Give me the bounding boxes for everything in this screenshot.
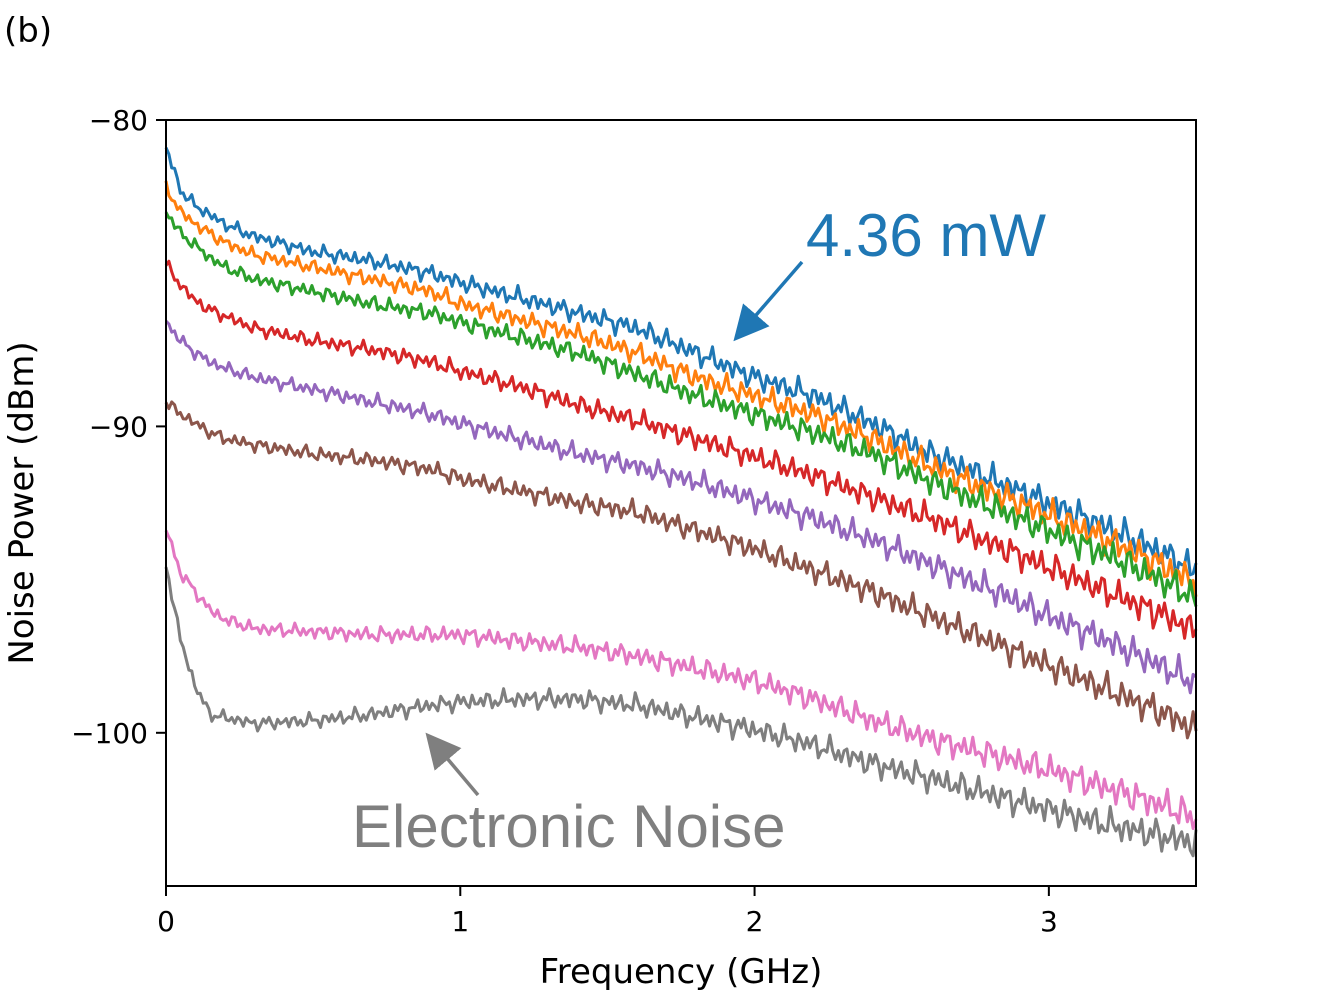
x-axis: 0 1 2 3 xyxy=(157,886,1058,938)
series-line-1 xyxy=(164,146,1198,580)
x-tick-label: 0 xyxy=(157,905,175,938)
power-annotation-arrow xyxy=(733,260,804,342)
y-tick-label: −100 xyxy=(71,717,148,750)
x-tick-label: 1 xyxy=(451,905,469,938)
electronic-noise-label: Electronic Noise xyxy=(352,793,786,860)
y-tick-label: −80 xyxy=(89,104,148,137)
series-line-3 xyxy=(164,211,1198,607)
series-layer xyxy=(164,146,1198,858)
power-annotation-label: 4.36 mW xyxy=(806,202,1046,269)
y-tick-label: −90 xyxy=(89,410,148,443)
x-axis-label: Frequency (GHz) xyxy=(540,952,823,992)
x-tick-label: 2 xyxy=(746,905,764,938)
series-line-8 xyxy=(164,566,1198,858)
series-line-6 xyxy=(164,400,1198,740)
plot-frame xyxy=(165,119,1197,887)
series-line-2 xyxy=(164,180,1198,597)
y-axis: −80 −90 −100 xyxy=(71,104,166,750)
series-line-4 xyxy=(164,259,1198,640)
electronic-noise-arrow xyxy=(425,732,480,797)
panel-label: (b) xyxy=(4,11,52,51)
series-line-7 xyxy=(164,529,1198,830)
x-tick-label: 3 xyxy=(1040,905,1058,938)
y-axis-label: Noise Power (dBm) xyxy=(2,341,42,664)
series-line-5 xyxy=(164,320,1197,695)
